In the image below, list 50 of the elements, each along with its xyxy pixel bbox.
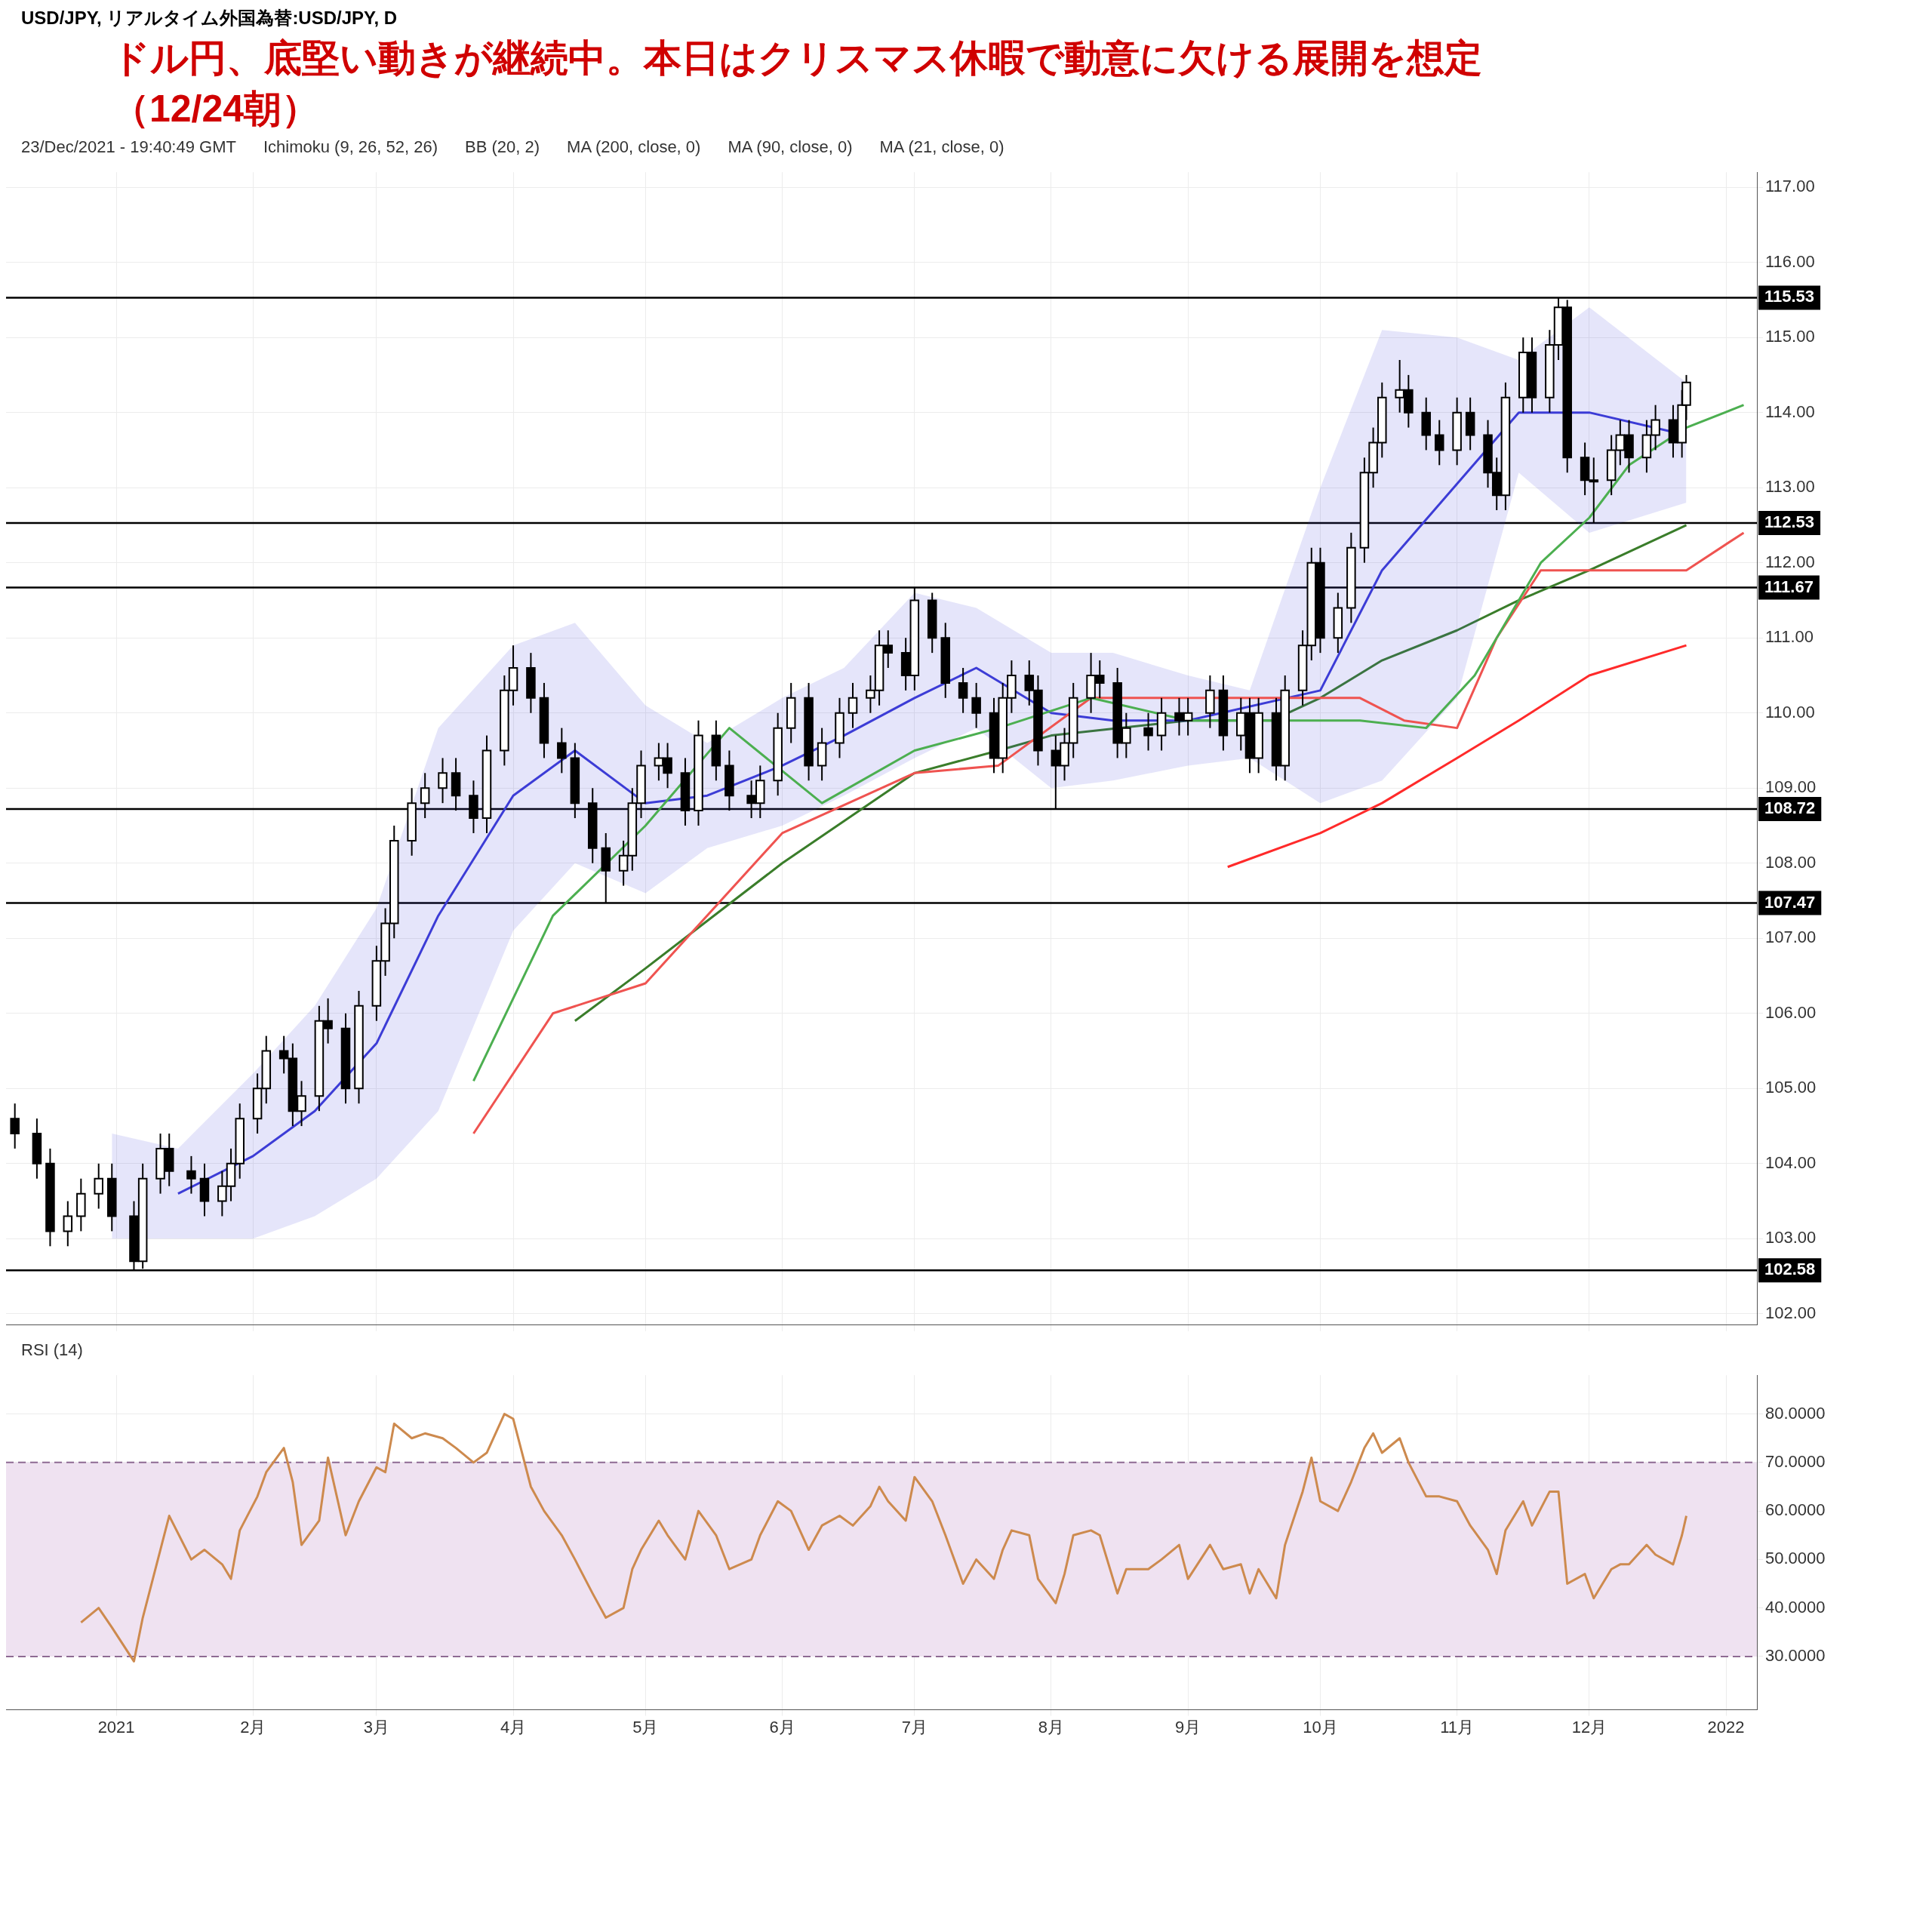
y-tick-label: 117.00 <box>1765 177 1815 196</box>
y-tick-label: 104.00 <box>1765 1152 1817 1172</box>
x-tick-label: 8月 <box>1038 1717 1065 1737</box>
ref-line-label: 108.72 <box>1764 798 1816 818</box>
chart-title: ドル円、底堅い動きが継続中。本日はクリスマス休暇で動意に欠ける展開を想定（12/24朝） <box>112 36 1483 131</box>
x-tick-label: 2022 <box>1707 1717 1745 1737</box>
y-tick-label: 107.00 <box>1765 928 1817 947</box>
y-tick-label: 105.00 <box>1765 1078 1817 1097</box>
x-tick-label: 4月 <box>500 1717 527 1737</box>
text: BB (20, 2) <box>465 137 540 157</box>
y-tick-label: 30.0000 <box>1765 1645 1826 1665</box>
ref-line-label: 102.58 <box>1764 1260 1816 1279</box>
text: RSI (14) <box>21 1340 83 1360</box>
text: MA (200, close, 0) <box>567 137 701 157</box>
x-tick-label: 10月 <box>1303 1717 1338 1737</box>
x-tick-label: 3月 <box>363 1717 390 1737</box>
y-tick-label: 40.0000 <box>1765 1597 1826 1617</box>
x-tick-label: 2月 <box>240 1717 266 1737</box>
y-tick-label: 103.00 <box>1765 1228 1817 1247</box>
text: MA (90, close, 0) <box>728 137 853 157</box>
y-tick-label: 114.00 <box>1765 401 1815 421</box>
ref-line-label: 107.47 <box>1764 892 1816 912</box>
text: Ichimoku (9, 26, 52, 26) <box>263 137 438 157</box>
x-tick-label: 2021 <box>97 1717 135 1737</box>
x-tick-label: 6月 <box>769 1717 795 1737</box>
x-tick-label: 12月 <box>1571 1717 1607 1737</box>
y-tick-label: 80.0000 <box>1765 1403 1826 1423</box>
text: MA (21, close, 0) <box>879 137 1004 157</box>
text: 23/Dec/2021 - 19:40:49 GMT <box>21 137 236 157</box>
y-tick-label: 112.00 <box>1765 552 1815 571</box>
y-tick-label: 116.00 <box>1765 251 1815 271</box>
y-tick-label: 50.0000 <box>1765 1549 1826 1568</box>
ref-line-label: 111.67 <box>1764 577 1814 596</box>
y-tick-label: 113.00 <box>1765 477 1815 497</box>
y-tick-label: 60.0000 <box>1765 1500 1826 1520</box>
y-tick-label: 102.00 <box>1765 1303 1817 1322</box>
x-tick-label: 5月 <box>632 1717 659 1737</box>
y-tick-label: 111.00 <box>1765 627 1814 647</box>
y-tick-label: 110.00 <box>1765 702 1815 721</box>
y-tick-label: 106.00 <box>1765 1002 1817 1022</box>
y-tick-label: 115.00 <box>1765 327 1815 346</box>
x-tick-label: 9月 <box>1175 1717 1201 1737</box>
y-tick-label: 108.00 <box>1765 852 1817 872</box>
ref-line-label: 115.53 <box>1764 287 1815 306</box>
chart-subtitle: USD/JPY, リアルタイム外国為替:USD/JPY, D <box>21 7 398 29</box>
x-tick-label: 11月 <box>1440 1717 1475 1737</box>
ref-line-label: 112.53 <box>1764 512 1815 532</box>
x-tick-label: 7月 <box>901 1717 928 1737</box>
y-tick-label: 70.0000 <box>1765 1451 1826 1471</box>
y-tick-label: 109.00 <box>1765 777 1817 797</box>
